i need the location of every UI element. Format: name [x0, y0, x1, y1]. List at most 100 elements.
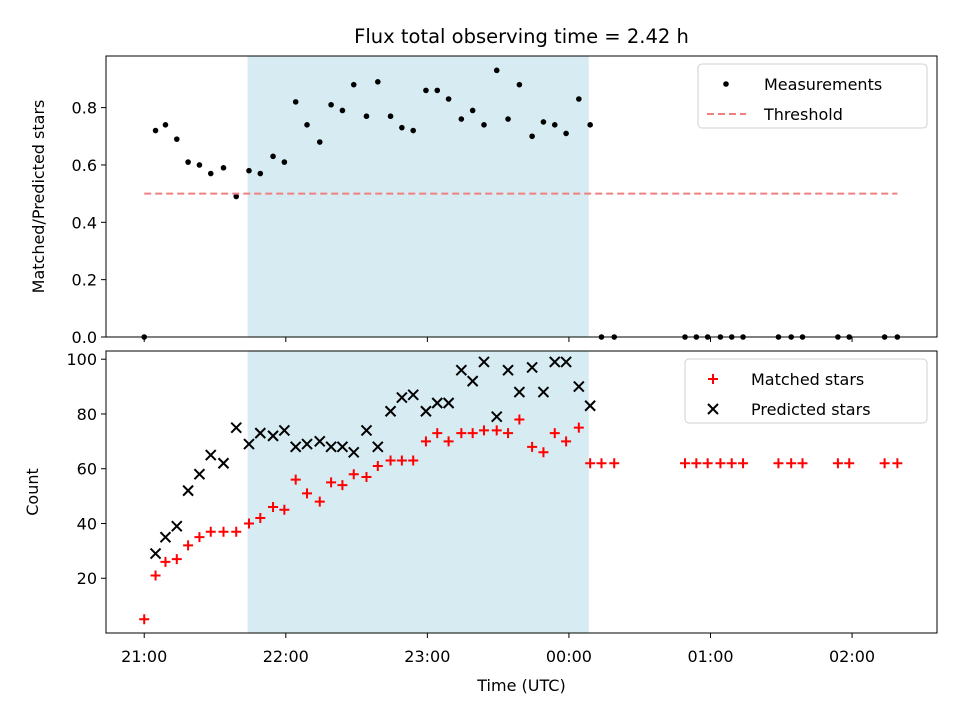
data-point: [549, 428, 560, 439]
data-point: [715, 458, 726, 469]
data-point: [445, 96, 452, 102]
data-point: [491, 425, 502, 436]
data-point: [458, 116, 465, 122]
y-tick-label: 80: [77, 405, 97, 424]
legend-label: Measurements: [764, 75, 882, 94]
data-point: [302, 488, 313, 499]
data-point: [491, 411, 503, 423]
data-point: [387, 113, 394, 120]
data-point: [584, 400, 596, 412]
data-point: [162, 122, 169, 128]
data-point: [385, 455, 396, 466]
data-point: [505, 116, 511, 122]
data-point: [396, 455, 407, 466]
data-point: [152, 127, 159, 134]
data-point: [361, 471, 372, 482]
data-point: [314, 496, 325, 507]
data-point: [372, 460, 383, 471]
data-point: [325, 441, 337, 453]
data-point: [399, 124, 405, 131]
data-point: [832, 458, 843, 469]
data-point: [372, 441, 384, 453]
y-axis-label: Matched/Predicted stars: [29, 100, 48, 294]
data-point: [527, 441, 538, 452]
data-point: [150, 570, 161, 581]
data-point: [230, 421, 242, 434]
legend-box: [697, 63, 928, 129]
plot-frame: [105, 350, 938, 634]
data-point: [563, 130, 569, 137]
data-point: [797, 458, 808, 469]
data-point: [231, 526, 242, 537]
data-point: [892, 458, 903, 469]
data-point: [587, 122, 593, 128]
data-point: [289, 441, 302, 453]
data-point: [301, 438, 313, 450]
data-point: [246, 167, 252, 174]
data-point: [551, 122, 558, 128]
data-point: [529, 133, 535, 140]
data-point: [243, 438, 255, 450]
x-tick-label: 23:00: [404, 647, 450, 666]
y-tick-label: 0.4: [72, 213, 97, 232]
observing-span: [247, 56, 589, 337]
data-point: [410, 127, 417, 134]
data-point: [526, 361, 538, 374]
data-point: [160, 556, 171, 567]
data-point: [220, 165, 227, 171]
data-point: [573, 380, 585, 393]
data-point: [243, 518, 254, 529]
legend-label: Matched stars: [751, 370, 864, 389]
data-point: [173, 136, 180, 142]
data-point: [514, 414, 525, 425]
data-point: [469, 107, 476, 114]
data-point: [467, 428, 478, 439]
data-point: [255, 513, 266, 524]
data-point: [442, 397, 455, 409]
data-point: [596, 458, 607, 469]
data-point: [576, 96, 582, 102]
data-point: [279, 504, 290, 515]
data-point: [270, 153, 276, 160]
data-point: [185, 159, 191, 165]
data-point: [375, 79, 381, 85]
data-point: [207, 170, 214, 177]
data-point: [609, 458, 620, 469]
data-point: [408, 455, 419, 466]
data-point: [205, 449, 217, 461]
data-point: [396, 391, 408, 404]
legend-label: Threshold: [763, 105, 843, 124]
data-point: [328, 101, 334, 108]
y-tick-label: 0.8: [72, 99, 97, 118]
data-point: [316, 139, 323, 145]
data-point: [337, 480, 348, 491]
data-point: [786, 458, 797, 469]
x-tick-label: 21:00: [121, 647, 167, 666]
data-point: [478, 356, 490, 368]
data-point: [171, 554, 182, 565]
data-point: [292, 99, 299, 105]
data-point: [434, 87, 441, 94]
data-point: [339, 107, 346, 114]
data-point: [560, 356, 572, 368]
data-point: [702, 458, 713, 469]
data-point: [466, 375, 479, 387]
data-point: [481, 122, 487, 128]
data-point: [233, 193, 240, 200]
data-point: [844, 458, 855, 469]
data-point: [537, 386, 550, 398]
plot-frame: [105, 55, 938, 338]
data-point: [314, 435, 326, 448]
data-point: [431, 397, 443, 409]
data-point: [407, 389, 419, 401]
x-tick-label: 01:00: [687, 647, 733, 666]
data-point: [680, 458, 691, 469]
data-point: [493, 67, 500, 74]
data-point: [423, 87, 429, 94]
y-tick-label: 0.0: [72, 328, 97, 347]
x-tick-label: 02:00: [829, 647, 875, 666]
data-point: [360, 424, 373, 437]
data-point: [540, 119, 547, 125]
data-point: [171, 520, 183, 532]
